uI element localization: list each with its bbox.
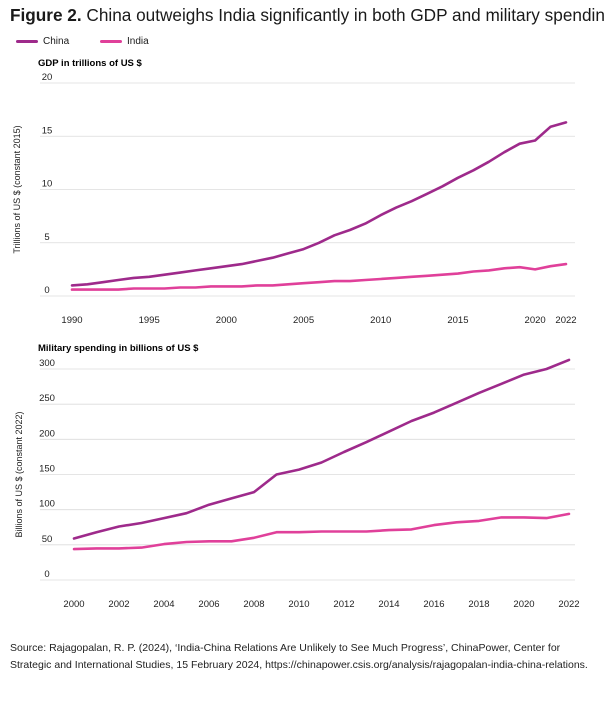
chart-2-y-axis-label: Billions of US $ (constant 2022) [14, 411, 24, 537]
chart-2-x-tick-label: 2020 [513, 599, 534, 610]
chart-2-x-tick-label: 2014 [378, 599, 399, 610]
chart-1-y-tick-label: 0 [44, 285, 49, 296]
legend-item-india: India [100, 36, 149, 47]
chart-1-x-tick-label: 2005 [293, 315, 314, 326]
chart-1-x-tick-label: 2015 [447, 315, 468, 326]
legend-label-china: China [43, 36, 70, 47]
chart-2-x-tick-label: 2016 [423, 599, 444, 610]
legend-label-india: India [127, 36, 149, 47]
chart-1-x-tick-label: 2010 [370, 315, 391, 326]
chart-2-x-tick-label: 2018 [468, 599, 489, 610]
chart-1-x-tick-label: 1990 [61, 315, 82, 326]
chart-2-y-tick-label: 200 [39, 428, 55, 439]
chart-1-y-axis-label: Trillions of US $ (constant 2015) [12, 125, 22, 253]
chart-2-y-tick-label: 250 [39, 393, 55, 404]
chart-1-series-india-line [70, 262, 568, 291]
chart-1-y-tick-label: 15 [42, 125, 53, 136]
chart-2-y-tick-label: 150 [39, 464, 55, 475]
chart-1-x-tick-label: 2020 [525, 315, 546, 326]
chart-1-title: GDP in trillions of US $ [38, 58, 143, 69]
chart-2-x-tick-label: 2022 [558, 599, 579, 610]
chart-2-y-tick-label: 0 [44, 569, 49, 580]
chart-2-title: Military spending in billions of US $ [38, 343, 199, 354]
legend-swatch-china [16, 40, 38, 43]
figure-title: Figure 2. China outweighs India signific… [10, 4, 605, 26]
chart-2-series-india-line [72, 512, 571, 551]
chart-2-series-china-line [72, 358, 571, 540]
figure-title-text: China outweighs India significantly in b… [86, 5, 605, 25]
chart-2-x-tick-label: 2004 [153, 599, 174, 610]
source-note: Source: Rajagopalan, R. P. (2024), ‘Indi… [10, 642, 588, 671]
chart-2-y-tick-label: 300 [39, 358, 55, 369]
chart-1-x-tick-label: 2000 [216, 315, 237, 326]
charts-canvas: GDP in trillions of US $ 0 5 10 15 20 1990 1995… [12, 58, 580, 610]
chart-1-x-tick-label: 2022 [555, 315, 576, 326]
figure-label: Figure 2. [10, 5, 82, 25]
chart-1-x-tick-label: 1995 [139, 315, 160, 326]
chart-2-y-tick-label: 50 [42, 534, 53, 545]
chart-2-x-tick-label: 2006 [198, 599, 219, 610]
legend-item-china: China [16, 36, 69, 47]
chart-2-y-tick-label: 100 [39, 499, 55, 510]
chart-1-y-tick-label: 20 [42, 72, 53, 83]
legend-swatch-india [100, 40, 122, 43]
chart-1-y-tick-label: 5 [44, 232, 49, 243]
chart-2-x-tick-label: 2010 [288, 599, 309, 610]
chart-1-y-tick-label: 10 [42, 179, 53, 190]
chart-2-x-tick-label: 2008 [243, 599, 264, 610]
chart-1-series-china-line [70, 121, 568, 287]
chart-2-x-tick-label: 2000 [63, 599, 84, 610]
chart-2-x-tick-label: 2002 [108, 599, 129, 610]
chart-2-x-tick-label: 2012 [333, 599, 354, 610]
